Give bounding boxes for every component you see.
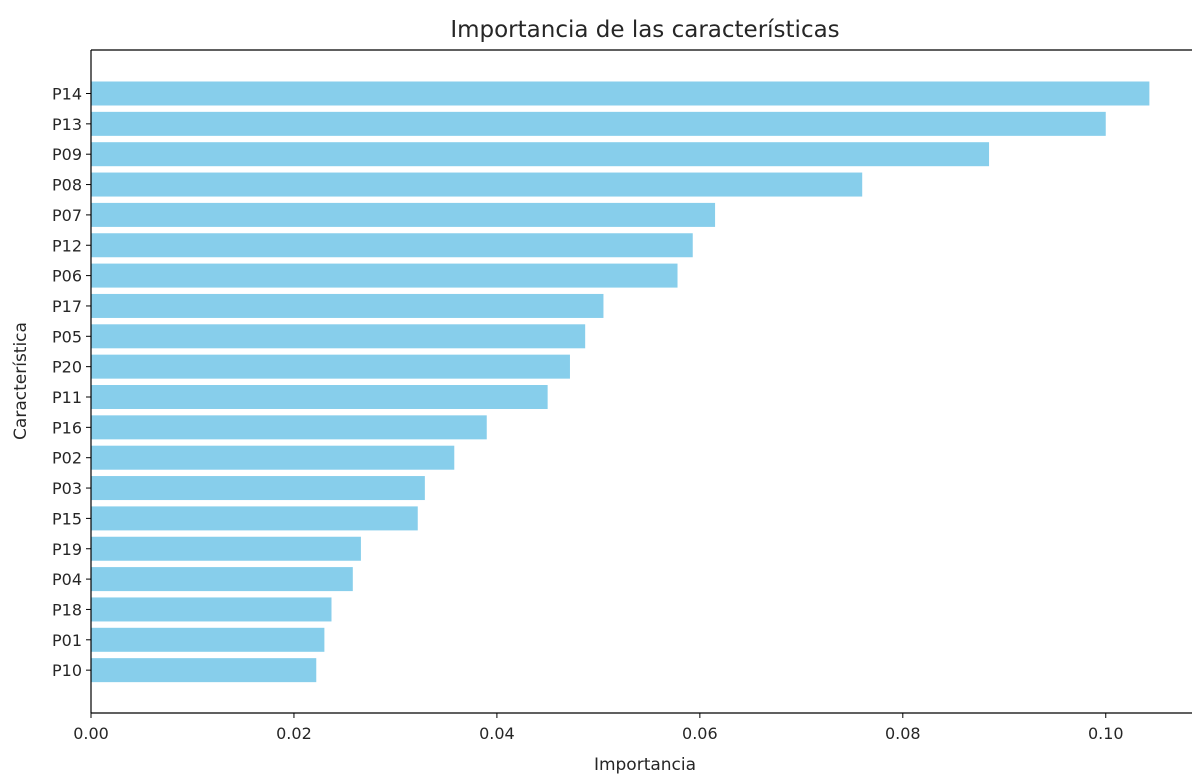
y-tick-label: P19 [52,540,82,559]
y-tick-label: P04 [52,570,82,589]
y-axis-label: Característica [11,322,31,440]
y-tick-label: P12 [52,236,82,255]
bar-p05 [91,324,586,349]
bar-p08 [91,172,863,197]
x-tick-label: 0.06 [682,724,718,743]
axes-frame [90,49,1192,714]
x-tick-label: 0.04 [479,724,515,743]
y-tick-label: P14 [52,85,82,104]
bar-p12 [91,233,693,258]
y-tick-label: P06 [52,267,82,286]
x-tick-label: 0.10 [1088,724,1124,743]
bar-p03 [91,476,425,501]
y-tick-label: P20 [52,358,82,377]
y-tick-label: P11 [52,388,82,407]
y-tick-label: P07 [52,206,82,225]
y-tick-label: P17 [52,297,82,316]
y-tick-label: P13 [52,115,82,134]
bar-p07 [91,202,716,227]
y-tick-label: P16 [52,418,82,437]
x-axis-label: Importancia [594,755,696,774]
y-tick-label: P10 [52,661,82,680]
bar-p19 [91,536,361,561]
x-axis-ticks: 0.00 0.02 0.04 0.06 0.08 0.10 [73,713,1124,743]
bar-p02 [91,445,455,470]
bar-p17 [91,293,604,318]
bar-p09 [91,142,990,167]
y-tick-label: P09 [52,145,82,164]
bars-layer [91,81,1150,683]
y-tick-label: P02 [52,449,82,468]
bar-p13 [91,111,1106,136]
chart-title: Importancia de las características [450,17,839,43]
bar-p16 [91,415,487,440]
x-tick-label: 0.00 [73,724,109,743]
bar-p15 [91,506,418,531]
y-tick-label: P08 [52,176,82,195]
x-tick-label: 0.02 [276,724,312,743]
y-tick-label: P18 [52,600,82,619]
y-tick-label: P15 [52,509,82,528]
bar-p11 [91,385,548,409]
bar-p01 [91,627,325,652]
y-tick-label: P05 [52,327,82,346]
bar-p06 [91,263,678,288]
x-tick-label: 0.08 [885,724,921,743]
y-axis-ticks: P14 P13 P09 P08 P07 P12 P06 P17 P05 P20 P11 P16 P02 P… [52,85,91,680]
y-tick-label: P03 [52,479,82,498]
bar-p10 [91,658,317,683]
bar-p18 [91,597,332,622]
bar-p20 [91,354,570,379]
y-tick-label: P01 [52,631,82,650]
bar-p14 [91,81,1150,106]
bar-p04 [91,567,353,592]
